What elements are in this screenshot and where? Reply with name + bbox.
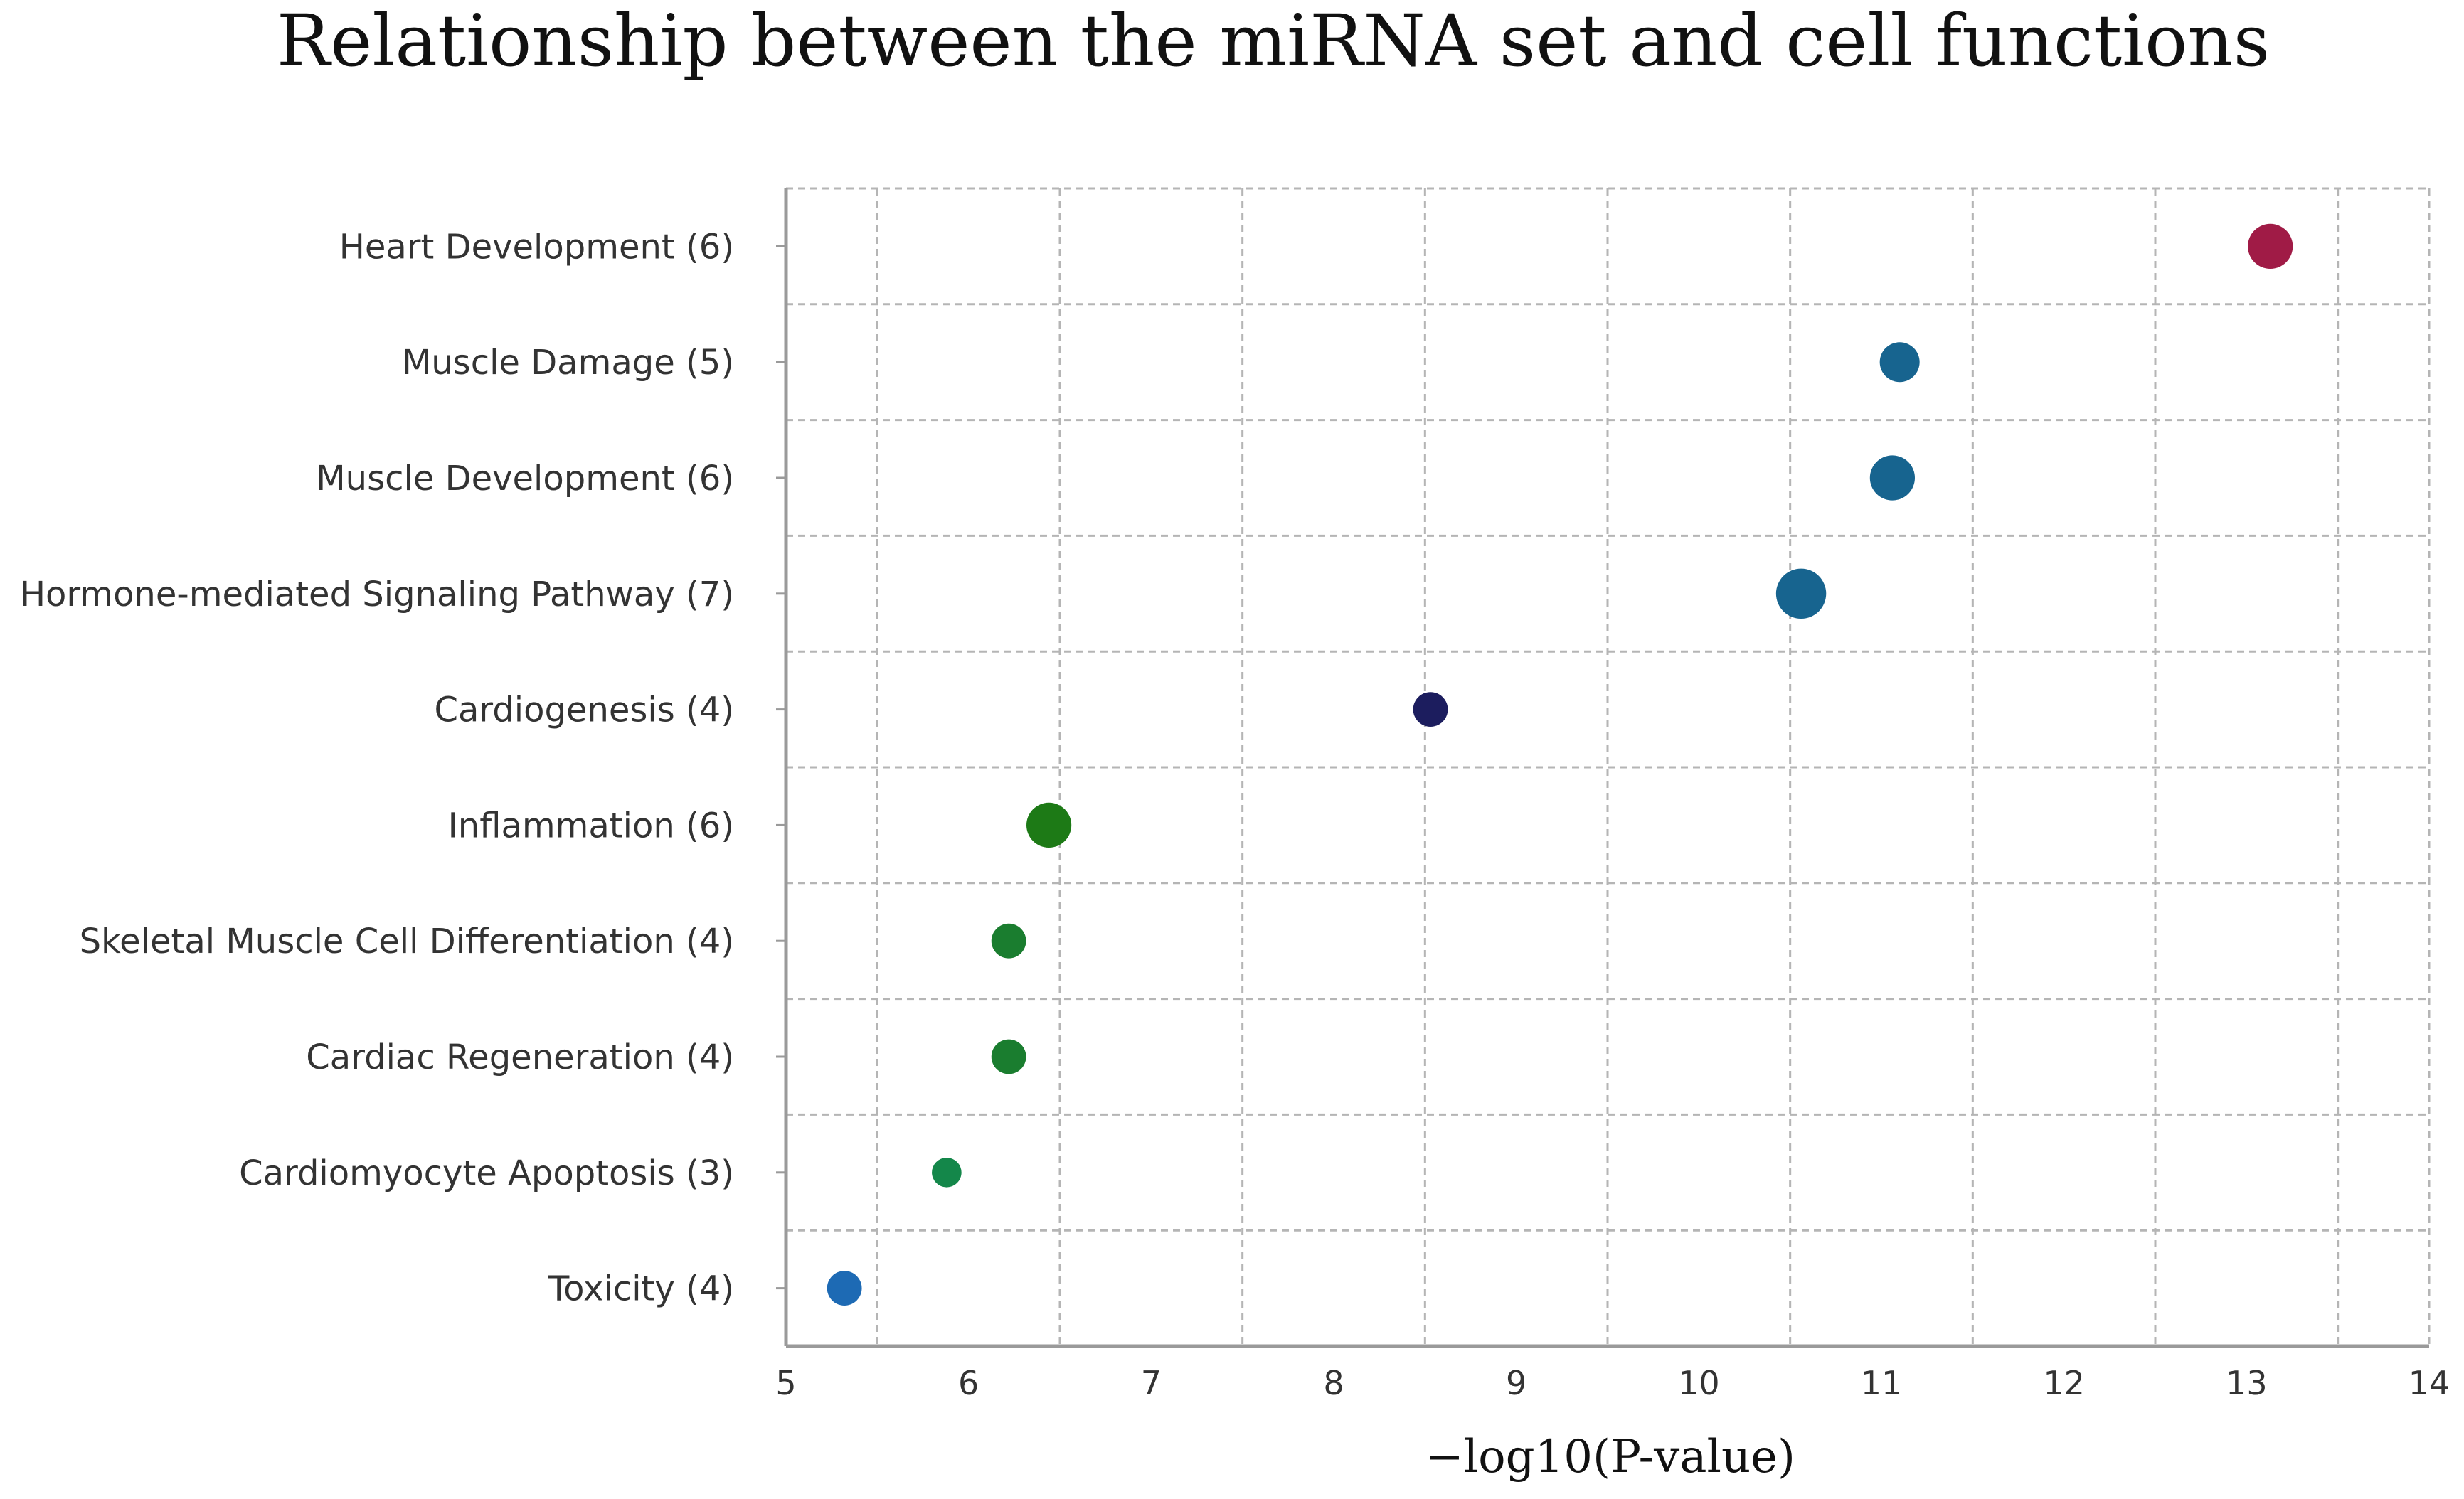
data-point	[991, 923, 1026, 959]
data-point	[1026, 802, 1072, 848]
y-category-label: Skeletal Muscle Cell Differentiation (4)	[80, 922, 734, 961]
y-category-label: Toxicity (4)	[548, 1269, 734, 1309]
x-tick-label: 5	[775, 1364, 796, 1402]
grid-lines	[786, 187, 2431, 1346]
data-point	[991, 1039, 1026, 1074]
data-point	[1879, 342, 1920, 383]
x-tick-label: 14	[2409, 1364, 2450, 1402]
y-category-label: Hormone-mediated Signaling Pathway (7)	[20, 575, 734, 614]
x-tick-label: 11	[1861, 1364, 1903, 1402]
data-point	[1775, 568, 1827, 619]
data-point	[1869, 455, 1915, 501]
y-axis-category-labels: Heart Development (6) Muscle Damage (5) Mu…	[20, 227, 786, 1309]
x-tick-label: 12	[2043, 1364, 2085, 1402]
y-category-label: Muscle Development (6)	[316, 459, 734, 498]
y-category-label: Muscle Damage (5)	[402, 343, 734, 383]
data-point	[1413, 692, 1448, 727]
data-point	[932, 1158, 962, 1188]
data-point	[2248, 223, 2293, 269]
x-tick-label: 10	[1678, 1364, 1720, 1402]
axes	[784, 188, 2429, 1348]
data-point	[827, 1271, 862, 1306]
x-tick-label: 8	[1323, 1364, 1344, 1402]
data-points	[827, 223, 2293, 1306]
y-category-label: Cardiac Regeneration (4)	[306, 1037, 734, 1077]
y-category-label: Cardiomyocyte Apoptosis (3)	[239, 1153, 734, 1193]
y-category-label: Heart Development (6)	[339, 227, 734, 267]
x-tick-label: 7	[1141, 1364, 1162, 1402]
y-category-label: Inflammation (6)	[448, 806, 734, 845]
x-tick-label: 13	[2226, 1364, 2268, 1402]
chart-title: Relationship between the miRNA set and c…	[277, 0, 2270, 82]
y-category-label: Cardiogenesis (4)	[434, 690, 734, 730]
x-tick-label: 9	[1506, 1364, 1526, 1402]
x-axis-label: −log10(P-value)	[1425, 1431, 1795, 1483]
x-axis-tick-labels: 5 6 7 8 9 10 11 12 13 14	[775, 1364, 2450, 1402]
x-tick-label: 6	[958, 1364, 979, 1402]
